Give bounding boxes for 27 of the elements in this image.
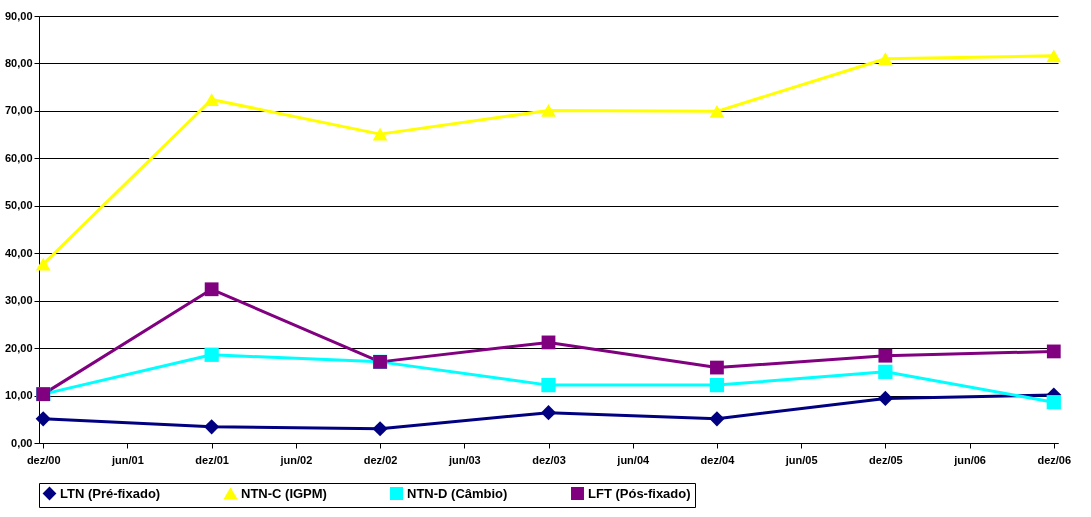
x-tick-label: jun/06 [953,453,986,466]
x-tick-label: dez/02 [363,453,398,466]
x-tick-label: dez/03 [532,453,566,466]
y-tick-label: 90,00 [4,9,33,22]
legend-label: NTN-C (IGPM) [241,485,327,501]
x-tick-label: dez/00 [26,453,61,466]
y-tick-label: 30,00 [4,294,33,307]
y-tick-label: 10,00 [4,389,33,402]
x-tick-label: dez/06 [1037,453,1072,466]
y-tick-label: 0,00 [11,436,33,449]
x-tick-label: dez/04 [700,453,736,466]
y-tick-label: 50,00 [4,199,33,212]
x-tick-label: jun/05 [784,453,818,466]
legend-label: LTN (Pré-fixado) [60,485,161,501]
x-tick-label: dez/05 [869,453,903,466]
x-tick-label: jun/02 [279,453,313,466]
x-tick-label: jun/04 [616,453,650,466]
x-tick-label: jun/03 [447,453,481,466]
y-tick-label: 40,00 [4,246,33,259]
y-tick-label: 70,00 [4,104,33,117]
y-tick-label: 20,00 [4,341,33,354]
x-tick-label: jun/01 [111,453,144,466]
x-tick-label: dez/01 [195,453,229,466]
legend-label: LFT (Pós-fixado) [588,485,691,501]
y-tick-label: 80,00 [4,56,33,69]
legend-label: NTN-D (Câmbio) [407,485,508,501]
y-tick-label: 60,00 [4,151,33,164]
